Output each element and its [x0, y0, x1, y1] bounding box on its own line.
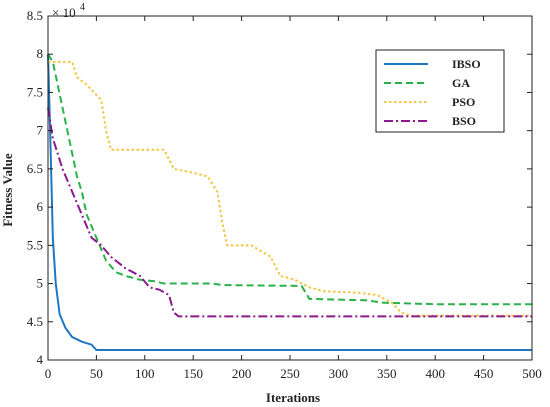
legend-label-pso: PSO	[452, 95, 475, 109]
y-tick-label: 8.5	[27, 8, 43, 23]
y-tick-label: 8	[37, 46, 44, 61]
x-axis: 0 50 100 150 200 250 300 350 400 450 500	[45, 16, 542, 381]
x-tick-label: 200	[232, 366, 252, 381]
plot-lines	[47, 53, 532, 352]
y-tick-label: 6	[37, 199, 44, 214]
x-tick-label: 150	[183, 366, 203, 381]
legend-label-ibso: IBSO	[452, 57, 481, 71]
x-tick-label: 500	[522, 366, 542, 381]
y-tick-label: 7.5	[27, 84, 43, 99]
legend-label-ga: GA	[452, 76, 470, 90]
x-tick-label: 350	[377, 366, 397, 381]
x-tick-label: 0	[45, 366, 52, 381]
y-tick-label: 6.5	[27, 161, 43, 176]
y-axis-title: Fitness Value	[0, 153, 15, 227]
series-line-ga	[47, 53, 532, 306]
y-tick-label: 5.5	[27, 237, 43, 252]
x-tick-label: 50	[90, 366, 103, 381]
series-line-pso	[48, 60, 532, 317]
y-axis: 4 4.5 5 5.5 6 6.5 7 7.5 8 8.5	[27, 8, 532, 367]
y-multiplier: × 10 4	[52, 2, 85, 20]
x-tick-label: 100	[135, 366, 155, 381]
y-tick-label: 5	[37, 276, 44, 291]
y-tick-label: 7	[37, 123, 44, 138]
legend-label-bso: BSO	[452, 114, 476, 128]
legend: IBSO GA PSO BSO	[375, 49, 505, 133]
y-multiplier-exponent: 4	[80, 2, 85, 13]
x-tick-label: 250	[280, 366, 300, 381]
x-tick-label: 450	[474, 366, 494, 381]
series-line-bso	[47, 107, 532, 318]
y-tick-label: 4.5	[27, 314, 43, 329]
x-tick-label: 300	[329, 366, 349, 381]
series-line-ibso	[47, 54, 532, 352]
y-tick-label: 4	[37, 352, 44, 367]
legend-box	[375, 49, 505, 133]
x-tick-label: 400	[425, 366, 445, 381]
x-axis-title: Iterations	[266, 390, 320, 405]
y-multiplier-base: × 10	[52, 5, 76, 20]
